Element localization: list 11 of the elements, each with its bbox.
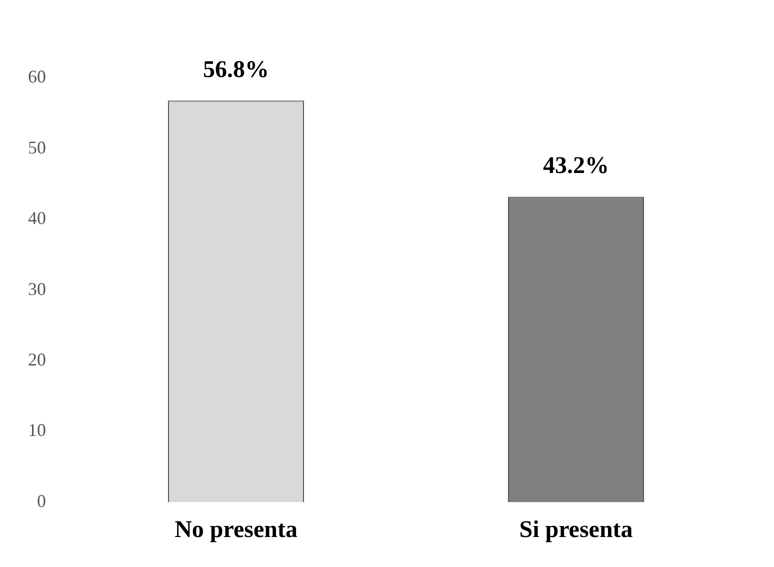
y-tick-label: 20 bbox=[28, 350, 46, 370]
data-label: 43.2% bbox=[543, 152, 609, 179]
x-tick-label: Si presenta bbox=[519, 516, 633, 543]
y-tick-label: 50 bbox=[28, 137, 46, 158]
y-tick-label: 10 bbox=[28, 420, 46, 440]
x-tick-label: No presenta bbox=[174, 516, 298, 543]
data-label: 56.8% bbox=[203, 56, 269, 83]
y-tick-label: 0 bbox=[37, 490, 46, 511]
y-tick-label: 60 bbox=[28, 66, 46, 87]
y-tick-label: 30 bbox=[28, 278, 46, 299]
y-tick-label: 40 bbox=[28, 208, 46, 228]
